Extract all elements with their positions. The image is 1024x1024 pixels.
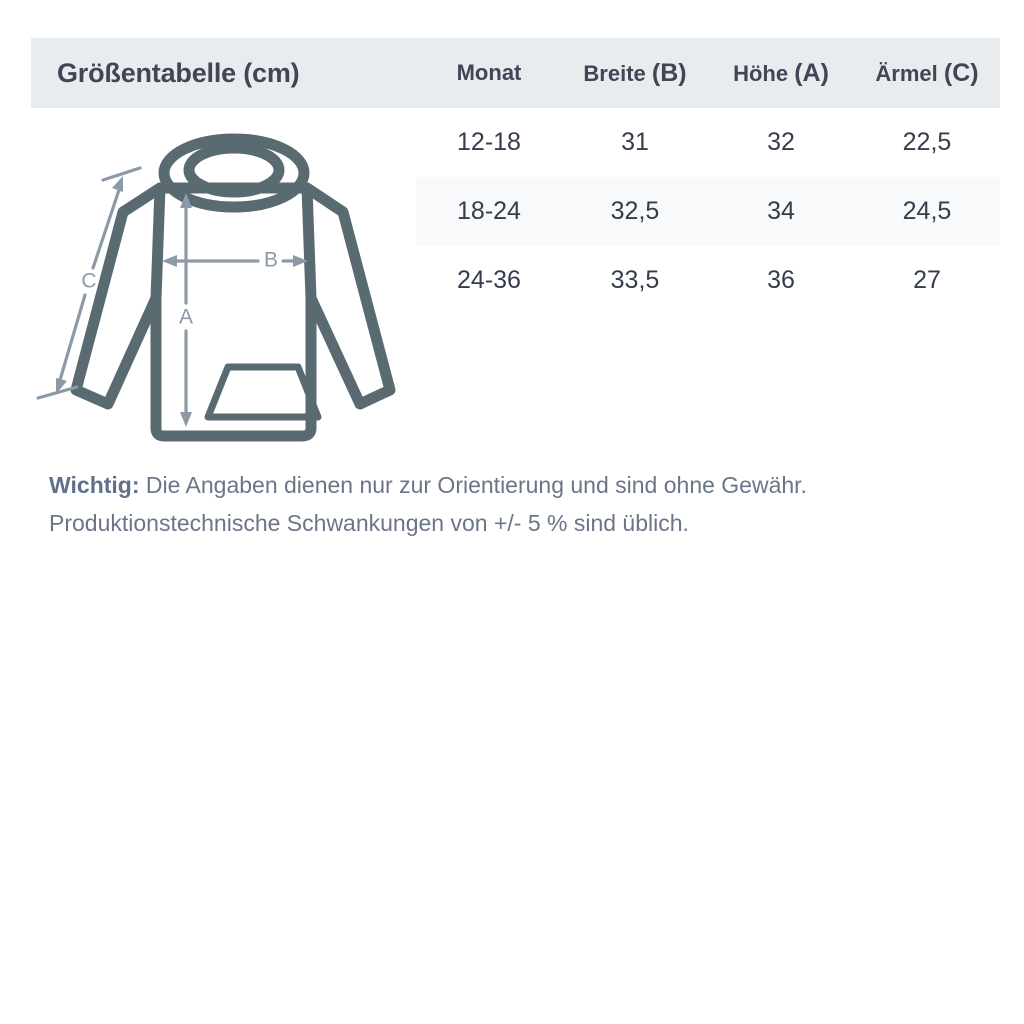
cell-aermel: 22,5 [902,128,952,156]
hoodie-right-shoulder-seam [301,182,317,304]
dimension-c-line-upper [91,188,121,270]
dimension-label-b: B [264,249,278,272]
cell-hoehe: 36 [767,266,795,294]
measurement-annotations [36,166,308,427]
cell-breite: 32,5 [610,197,660,225]
dimension-a-arrowhead-top [180,193,192,208]
hoodie-body-outline [70,182,396,442]
dimension-label-a: A [179,306,193,329]
hoodie-diagram-svg: A B C [36,133,396,442]
dimension-a-arrowhead-bottom [180,412,192,427]
column-header-aermel: Ärmel (C) [854,38,1000,108]
hoodie-hood-outer [158,133,310,213]
table-body: 12-18 31 32 22,5 18-24 32,5 34 24,5 24-3… [416,108,1000,315]
column-header-hoehe: Höhe (A) [708,38,854,108]
column-header-monat-label: Monat [456,60,522,85]
dimension-arrow-c [36,166,142,400]
column-header-breite-label: Breite [583,60,646,86]
dimension-b-arrowhead-left [162,255,177,267]
disclaimer-line-1: Wichtig: Die Angaben dienen nur zur Orie… [49,466,989,504]
size-table: Monat Breite (B) Höhe (A) Ärmel (C) 12-1… [416,38,1000,315]
disclaimer-text-1: Die Angaben dienen nur zur Orientierung … [145,472,807,498]
hoodie-hood-inner [183,142,285,198]
column-header-aermel-label: Ärmel [875,60,938,86]
cell-monat: 12-18 [457,128,521,156]
hoodie-illustration: A B C [30,128,412,454]
column-header-hoehe-dim: (A) [794,58,829,87]
disclaimer-note: Wichtig: Die Angaben dienen nur zur Orie… [49,466,989,542]
dimension-c-arrowhead-top [112,176,123,192]
cell-aermel: 27 [913,266,941,294]
cell-aermel: 24,5 [902,197,952,225]
dimension-c-arrowhead-bottom [56,378,67,394]
cell-breite: 33,5 [610,266,660,294]
hoodie-garment-icon [70,133,396,442]
dimension-label-c: C [81,270,96,293]
hoodie-pocket [204,363,322,421]
dimension-arrow-b [162,255,308,267]
disclaimer-line-2: Produktionstechnische Schwankungen von +… [49,510,689,536]
table-header-band [31,38,1000,108]
cell-hoehe: 34 [767,197,795,225]
cell-monat: 24-36 [457,266,521,294]
column-header-breite-dim: (B) [651,58,687,87]
column-header-breite: Breite (B) [562,38,708,108]
column-header-hoehe-label: Höhe [733,60,789,86]
column-header-aermel-dim: (C) [943,58,979,87]
dimension-c-line-lower [58,293,87,382]
cell-hoehe: 32 [767,128,795,156]
page-title: Größentabelle (cm) [57,57,300,88]
table-header-row: Monat Breite (B) Höhe (A) Ärmel (C) [416,38,1000,108]
dimension-arrow-a [180,193,192,427]
dimension-b-arrowhead-right [293,255,308,267]
cell-breite: 31 [621,128,649,156]
cell-monat: 18-24 [457,197,521,225]
dimension-c-tick-bottom [36,385,79,400]
table-row: 24-36 33,5 36 27 [416,246,1000,315]
column-header-monat: Monat [416,38,562,108]
disclaimer-lead: Wichtig: [49,472,140,498]
hoodie-left-shoulder-seam [150,182,166,304]
dimension-c-tick-top [101,166,142,182]
table-head: Monat Breite (B) Höhe (A) Ärmel (C) [416,38,1000,108]
table-row: 12-18 31 32 22,5 [416,108,1000,177]
table-row: 18-24 32,5 34 24,5 [416,177,1000,246]
